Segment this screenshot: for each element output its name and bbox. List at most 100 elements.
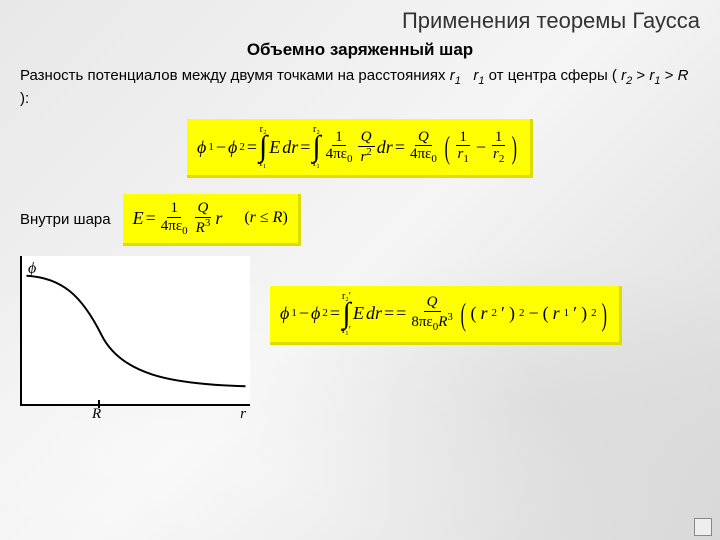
f1-int2-low: r₁ [313,159,320,169]
f1-dr1: dr [282,137,298,158]
f3-int: r₂′ ∫ r₁′ [342,292,351,336]
f2-frac2-den: R [196,220,205,236]
f3-minus2: − [528,303,538,324]
f1-phi1-sub: 1 [208,142,214,153]
subtitle: Объемно заряженный шар [20,40,700,60]
f3-rparen: ) [601,298,606,330]
formula-1: ϕ1 − ϕ2 = r₂ ∫ r₁ E dr = r₂ ∫ r₁ [187,119,533,178]
f1-int2: r₂ ∫ r₁ [312,125,320,169]
f2-frac1: 1 4πε0 [158,200,191,237]
f1-frac1: 1 4πε0 [323,129,356,166]
f3-phi2: ϕ [311,303,320,324]
formula-2: E = 1 4πε0 Q R3 r (r ≤ R) [123,194,301,246]
gt1: > [636,67,649,84]
formula-3: ϕ1 − ϕ2 = r₂′ ∫ r₁′ E dr = = Q 8πε0R3 ( [270,286,622,345]
var-r1-sub: 1 [455,75,461,87]
f1-minus2: − [476,137,486,158]
f2-frac2-num: Q [195,200,212,218]
f1-frac2-num: Q [358,129,375,147]
f3-r1p-sq: 2 [591,308,597,319]
page-number-icon [694,518,712,536]
f1-phi2-sub: 2 [239,142,245,153]
f3-minus: − [299,303,309,324]
formula-2-row: Внутри шара E = 1 4πε0 Q R3 r (r ≤ R) [20,194,700,246]
f1-eq2: = [300,137,310,158]
cond-r2-sub: 2 [626,75,632,87]
f1-minus: − [216,137,226,158]
intro-text-part1: Разность потенциалов между двумя точками… [20,67,450,84]
f3-r1p-prime: ′ [573,303,577,324]
f2-eq: = [146,208,156,229]
f3-eq3: = [396,303,406,324]
intro-text: Разность потенциалов между двумя точками… [20,66,700,109]
f3-phi1-sub: 1 [291,308,297,319]
potential-graph: ϕ R r [20,256,250,406]
f1-frac5-num: 1 [492,129,506,147]
formula-1-wrap: ϕ1 − ϕ2 = r₂ ∫ r₁ E dr = r₂ ∫ r₁ [20,119,700,178]
f1-frac3-num: Q [415,129,432,147]
cond-r1-sub: 1 [654,75,660,87]
f1-frac2: Q r2 [357,129,374,165]
f1-eq3: = [395,137,405,158]
f3-lparen: ( [461,298,466,330]
f1-frac5: 1 r2 [490,129,507,166]
f2-frac1-den: 4πε [161,218,182,234]
f2-frac1-den-sub: 0 [182,225,188,237]
f1-frac4-den-sub: 1 [463,153,469,165]
graph-R-label: R [92,406,101,423]
f3-frac-den-R: R [438,314,447,330]
f1-frac4: 1 r1 [455,129,472,166]
f2-frac2: Q R3 [193,200,214,236]
f1-int1-low: r₁ [260,159,267,169]
graph-container: ϕ R r [20,256,250,424]
f1-int1: r₂ ∫ r₁ [259,125,267,169]
f1-eq1: = [247,137,257,158]
f1-frac1-den-sub: 0 [347,153,353,165]
f1-E: E [269,137,280,158]
f1-frac3: Q 4πε0 [407,129,440,166]
gt2: > [665,67,678,84]
f2-cond-le: ≤ [256,209,273,226]
graph-r-label: r [240,406,246,423]
f1-frac1-num: 1 [332,129,346,147]
f2-cond-R: R [273,209,283,226]
f3-dr: dr [366,303,382,324]
cond-R: R [678,67,689,84]
f3-r2p-prime: ′ [501,303,505,324]
f1-frac2-den-sup: 2 [366,146,372,158]
f2-frac2-den-sup: 3 [205,217,211,229]
f1-phi2: ϕ [228,137,237,158]
f3-int-low: r₁′ [342,326,351,336]
f3-phi2-sub: 2 [322,308,328,319]
f2-cond: (r ≤ R) [244,209,287,227]
f1-frac3-den-sub: 0 [431,153,437,165]
f1-frac3-den: 4πε [410,146,431,162]
f3-frac-den-Rsup: 3 [447,311,453,323]
f2-r: r [215,208,222,229]
f3-E: E [353,303,364,324]
var-r2-sub: 1 [478,75,484,87]
f3-r2p-sub: 2 [492,308,498,319]
f3-eq1: = [330,303,340,324]
f3-frac-den: 8πε [411,314,432,330]
f1-rparen: ) [512,131,517,163]
f1-frac1-den: 4πε [326,146,347,162]
graph-curve [22,256,250,404]
inside-label: Внутри шара [20,211,111,228]
f3-r1p-sub: 1 [564,308,570,319]
f3-eq2: = [384,303,394,324]
f1-dr2: dr [377,137,393,158]
f3-frac: Q 8πε0R3 [408,294,456,333]
f3-phi1: ϕ [280,303,289,324]
f1-frac4-num: 1 [456,129,470,147]
intro-text-part2: от центра сферы ( [489,67,617,84]
f1-phi1: ϕ [197,137,206,158]
f3-r1p: r [553,303,560,324]
f1-lparen: ( [445,131,450,163]
f2-frac1-num: 1 [167,200,181,218]
intro-text-part3: ): [20,90,29,107]
f3-r2p-sq: 2 [519,308,525,319]
page-title: Применения теоремы Гаусса [20,8,700,34]
f2-E: E [133,208,144,229]
f3-frac-num: Q [424,294,441,312]
